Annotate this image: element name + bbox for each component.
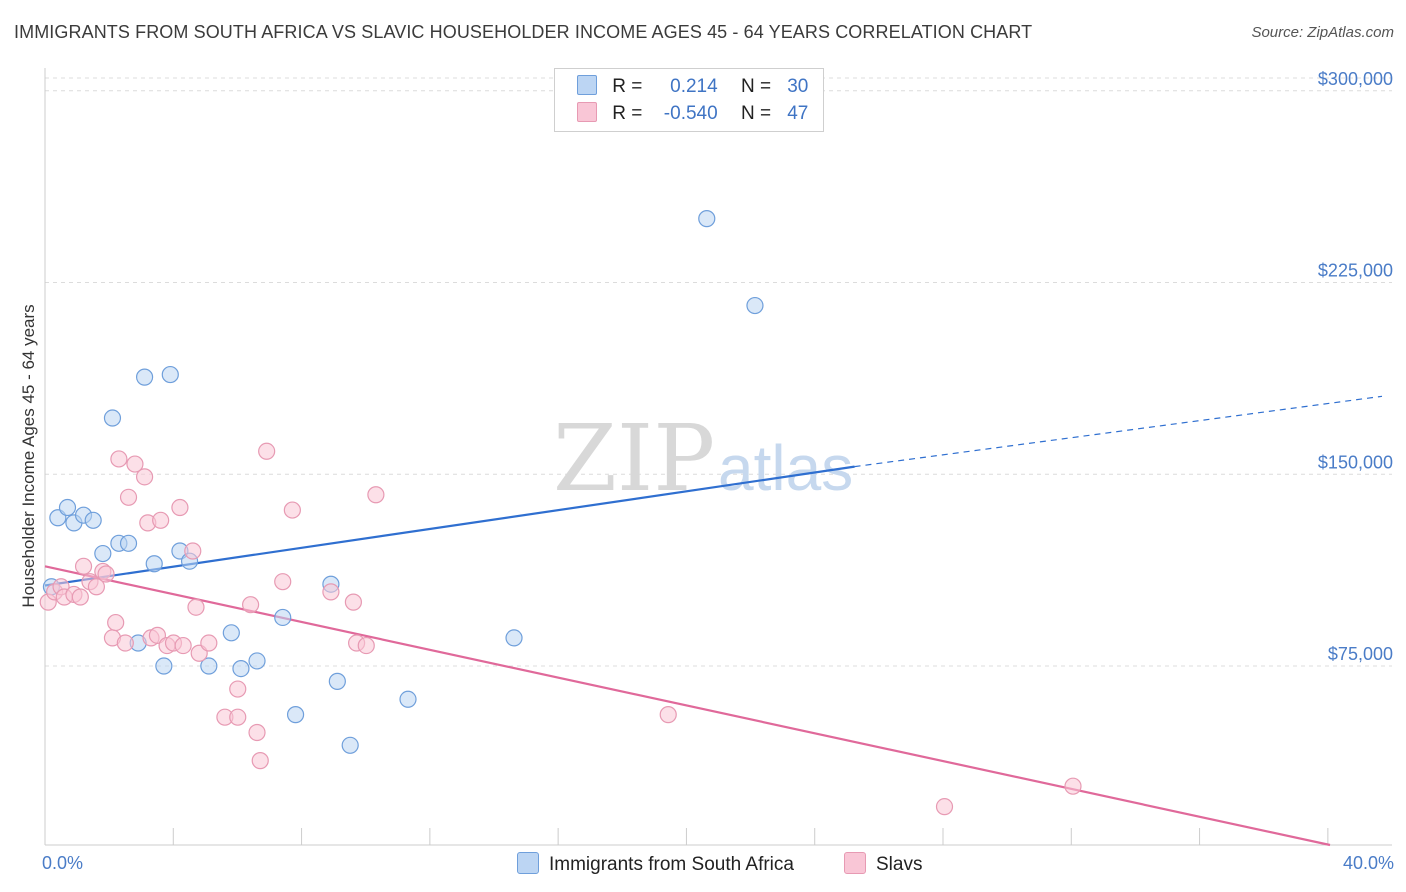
watermark-zip: ZIP (553, 405, 715, 512)
axes (44, 68, 1392, 846)
legend-n-label: N = (740, 103, 772, 124)
point-slavs (229, 708, 247, 726)
bottom-legend-swatch-slavs (844, 852, 866, 874)
bottom-legend-label-slavs: Slavs (876, 854, 923, 875)
point-slavs (107, 613, 125, 632)
grid-lines (45, 77, 1392, 667)
legend-swatch-slavs (577, 102, 597, 122)
point-slavs (258, 442, 276, 460)
trend-line-slavs (44, 565, 1331, 847)
trend-line-south-africa-extension (854, 395, 1383, 468)
stats-legend: R = 0.214 N = 30 R = -0.540 N = 47 (554, 68, 824, 132)
point-slavs (935, 798, 954, 816)
point-south-africa (746, 296, 764, 315)
axis-labels: $75,000 $150,000 $225,000 $300,000 0.0% 40.0%… (19, 69, 1394, 873)
legend-row-slavs: R = -0.540 N = 47 (577, 102, 808, 128)
point-slavs (187, 598, 205, 616)
bottom-legend-label-south-africa: Immigrants from South Africa (549, 854, 794, 875)
point-slavs (200, 634, 218, 652)
point-slavs (1064, 777, 1082, 795)
bottom-legend-swatch-south-africa (517, 852, 539, 874)
legend-r-value-slavs: -0.540 (663, 103, 718, 124)
point-south-africa (505, 629, 523, 647)
y-tick-label: $225,000 (1318, 261, 1393, 281)
point-south-africa (145, 555, 163, 573)
point-slavs (367, 486, 385, 504)
trend-lines (44, 395, 1383, 847)
point-slavs (659, 706, 677, 724)
point-south-africa (155, 657, 173, 675)
y-tick-label: $75,000 (1328, 644, 1393, 664)
point-slavs (87, 578, 106, 596)
point-south-africa (200, 657, 218, 675)
point-slavs (283, 501, 301, 519)
point-south-africa (161, 365, 179, 384)
legend-r-label: R = (612, 103, 643, 124)
point-south-africa (274, 608, 292, 627)
chart-title: IMMIGRANTS FROM SOUTH AFRICA VS SLAVIC H… (14, 22, 1033, 42)
legend-n-value-slavs: 47 (787, 103, 809, 124)
point-slavs (174, 636, 192, 655)
point-south-africa (84, 511, 102, 529)
point-slavs (152, 511, 170, 529)
y-axis-label: Householder Income Ages 45 - 64 years (19, 304, 38, 607)
legend-n-label: N = (740, 76, 772, 97)
source-label: Source: ZipAtlas.com (1251, 24, 1394, 41)
point-slavs (248, 723, 266, 742)
point-south-africa (248, 652, 266, 670)
data-points (39, 210, 1082, 816)
legend-swatch-south-africa (577, 75, 597, 95)
point-south-africa (58, 498, 77, 517)
point-slavs (126, 455, 144, 473)
legend-r-label: R = (612, 76, 643, 97)
point-slavs (135, 468, 154, 486)
legend-n-value-south-africa: 30 (787, 76, 809, 97)
point-slavs (74, 557, 93, 575)
point-south-africa (103, 409, 122, 427)
point-slavs (344, 593, 362, 611)
point-slavs (229, 680, 247, 698)
point-south-africa (94, 544, 112, 563)
y-tick-label: $150,000 (1318, 452, 1393, 472)
legend-row-south-africa: R = 0.214 N = 30 (577, 75, 808, 101)
point-slavs (242, 596, 260, 614)
point-slavs (110, 450, 128, 468)
point-slavs (357, 636, 375, 655)
point-south-africa (328, 672, 346, 690)
point-slavs (97, 565, 115, 583)
x-tick-label-start: 0.0% (42, 853, 83, 873)
point-slavs (184, 542, 202, 560)
point-slavs (251, 752, 269, 770)
point-south-africa (341, 736, 359, 754)
point-slavs (322, 583, 340, 601)
point-slavs (274, 573, 292, 591)
point-south-africa (286, 706, 305, 724)
trend-line-south-africa (44, 465, 855, 587)
point-south-africa (135, 368, 154, 386)
point-south-africa (698, 210, 716, 228)
x-tick-label-end: 40.0% (1343, 853, 1394, 873)
legend-r-value-south-africa: 0.214 (670, 76, 718, 97)
watermark: ZIP atlas (553, 405, 853, 512)
point-slavs (171, 498, 189, 517)
point-slavs (116, 634, 134, 652)
point-south-africa (222, 624, 240, 642)
point-south-africa (232, 659, 250, 678)
y-tick-label: $300,000 (1318, 69, 1393, 89)
watermark-atlas: atlas (718, 432, 853, 504)
point-slavs (119, 488, 138, 506)
bottom-legend-slavs: Slavs (844, 852, 922, 876)
point-south-africa (399, 690, 417, 708)
point-slavs (71, 588, 89, 606)
point-south-africa (119, 534, 138, 552)
bottom-legend-south-africa: Immigrants from South Africa (517, 852, 794, 876)
